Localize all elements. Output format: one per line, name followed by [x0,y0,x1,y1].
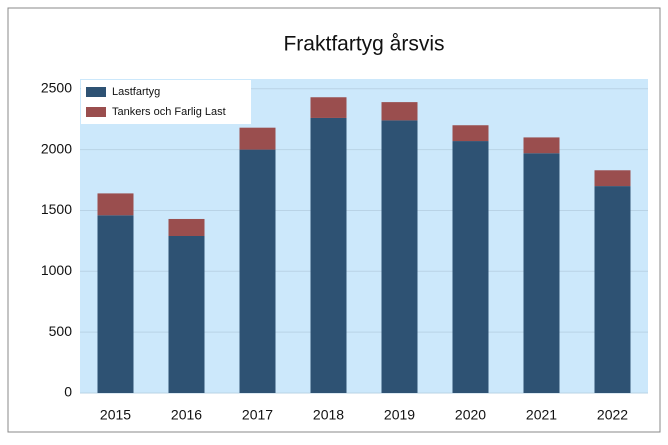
x-tick-label: 2021 [526,407,557,423]
bar-segment [452,141,489,393]
bar-segment [594,170,631,187]
bar-segment [310,117,347,393]
x-tick-label: 2016 [171,407,202,423]
y-tick-label: 0 [64,384,72,400]
x-tick-label: 2019 [384,407,415,423]
x-tick-label: 2022 [597,407,628,423]
bar-segment [168,236,205,393]
legend-box [81,80,251,124]
legend-swatch [86,87,106,97]
y-tick-label: 500 [49,323,73,339]
x-tick-label: 2017 [242,407,273,423]
y-tick-label: 2000 [41,140,72,156]
x-tick-label: 2018 [313,407,344,423]
bar-segment [97,215,134,393]
bar-segment [310,97,347,118]
y-tick-label: 2500 [41,79,72,95]
bar-segment [239,149,276,393]
legend-label: Tankers och Farlig Last [112,106,226,118]
bar-segment [594,186,631,393]
bar-segment [452,125,489,142]
bar-segment [523,137,560,154]
x-tick-label: 2015 [100,407,131,423]
legend-label: Lastfartyg [112,86,160,98]
bar-segment [381,102,418,121]
chart-title: Fraktfartyg årsvis [283,33,444,56]
y-tick-label: 1000 [41,262,72,278]
y-tick-label: 1500 [41,201,72,217]
plot-area [80,79,648,393]
bar-segment [239,127,276,150]
bar-segment [168,218,205,236]
legend-swatch [86,107,106,117]
bar-segment [523,153,560,393]
bar-segment [97,193,134,216]
bar-segment [381,120,418,393]
x-tick-label: 2020 [455,407,486,423]
